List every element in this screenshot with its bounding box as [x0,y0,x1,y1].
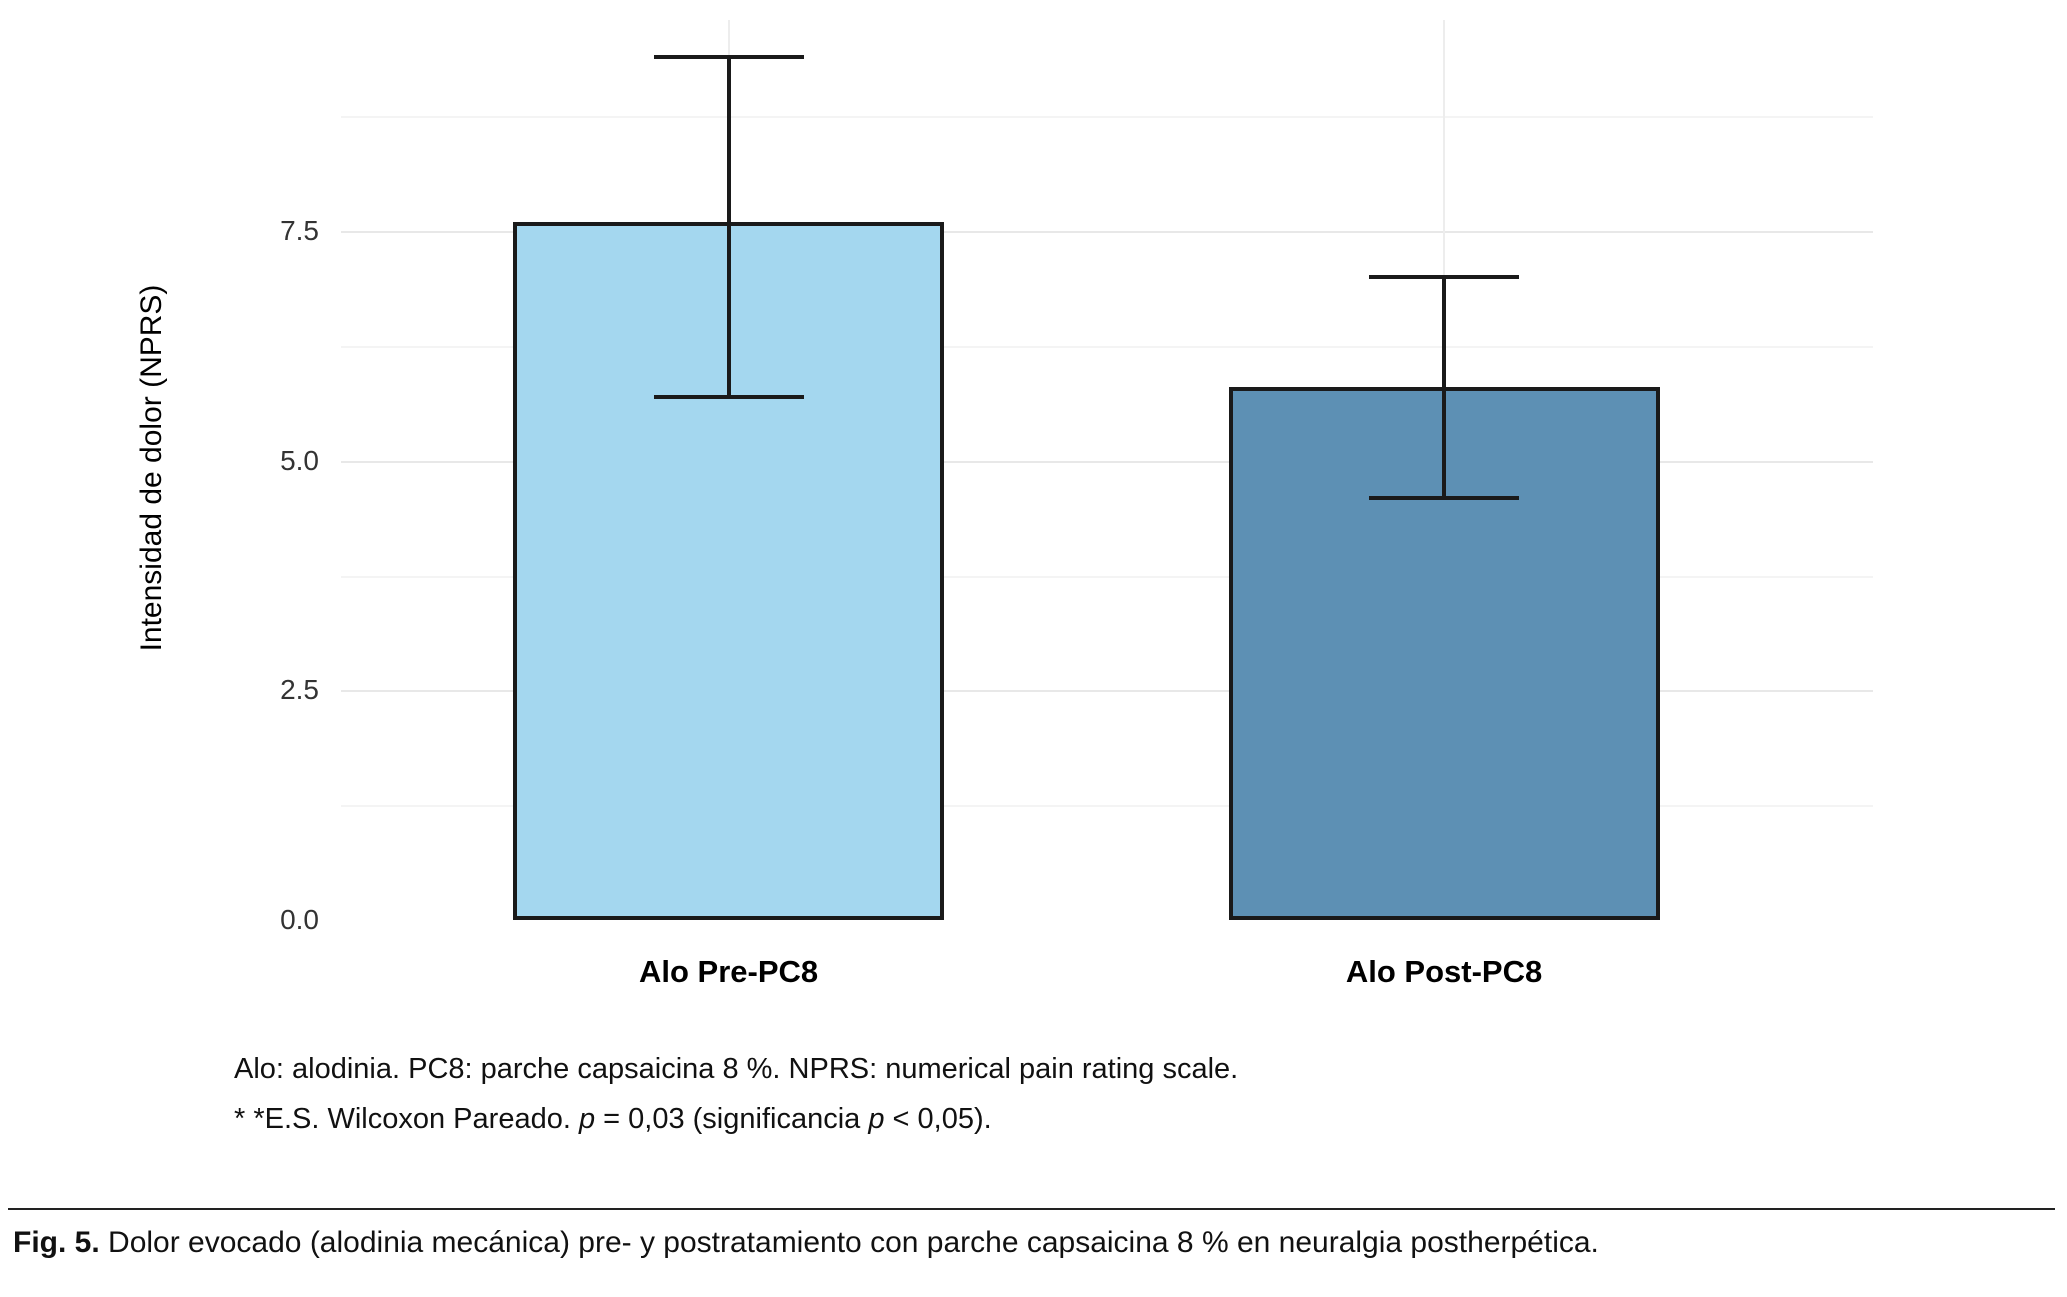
minor-gridline [341,575,1873,578]
y-tick-label: 2.5 [280,674,319,706]
minor-gridline [341,346,1873,349]
error-bar-cap [1369,495,1520,500]
error-bar-cap [653,54,804,59]
p-value-symbol: p [578,1103,596,1135]
y-tick-label: 0.0 [280,904,319,935]
caption-divider [8,1208,2055,1210]
plot-area: 0.0 2.5 5.0 7.5 Alo Pre-PC8 Alo Post-PC8 [280,20,1873,989]
y-tick-label: 5.0 [280,444,319,476]
figure-caption-text: Dolor evocado (alodinia mecánica) pre- y… [108,1226,1599,1259]
bar-chart: Intensidad de dolor (NPRS) 0.0 2.5 5.0 7.5 A… [135,20,1873,989]
minor-gridline [341,805,1873,808]
note-text: * *E.S. Wilcoxon Pareado. [234,1103,579,1135]
y-axis-title: Intensidad de dolor (NPRS) [135,284,168,652]
error-bar-cap [1369,275,1520,280]
error-bar-cap [653,394,804,399]
error-bar-line [1442,277,1447,498]
footnotes: Alo: alodinia. PC8: parche capsaicina 8 … [234,1044,1238,1144]
error-bar-line [726,56,731,397]
figure-caption: Fig. 5. Dolor evocado (alodinia mecánica… [13,1224,2057,1261]
minor-gridline [341,116,1873,119]
major-gridline [341,231,1873,234]
major-gridline [341,460,1873,463]
note-text: = 0,03 (significancia [595,1103,869,1135]
abbreviation-note: Alo: alodinia. PC8: parche capsaicina 8 … [234,1053,1239,1085]
figure-caption-label: Fig. 5. [13,1226,100,1259]
note-text: < 0,05). [884,1103,992,1135]
p-value-symbol: p [868,1103,885,1135]
x-category-label: Alo Post-PC8 [1345,954,1543,989]
major-gridline [341,690,1873,693]
significance-note: * *E.S. Wilcoxon Pareado. p = 0,03 (sign… [234,1094,1238,1144]
y-tick-label: 7.5 [280,215,319,247]
x-category-label: Alo Pre-PC8 [639,954,819,989]
